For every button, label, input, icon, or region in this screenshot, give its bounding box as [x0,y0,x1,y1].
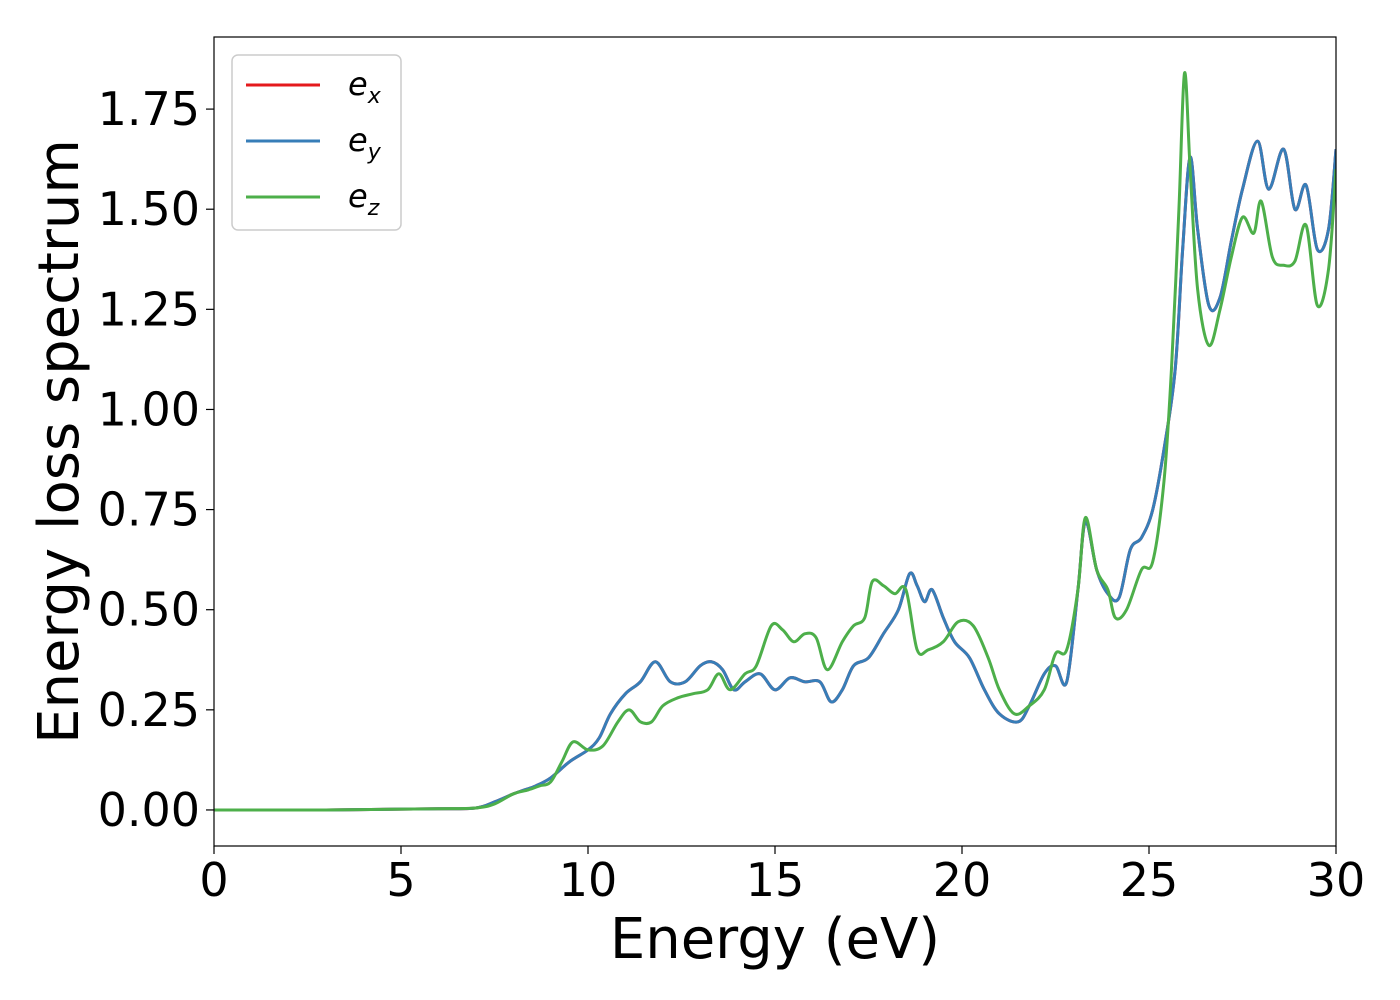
y-tick-label: 1.25 [98,282,200,336]
y-tick-label: 0.25 [98,683,200,737]
series-line-y [214,139,1336,812]
x-tick-label: 5 [386,853,415,907]
series-layer [214,71,1336,812]
y-tick-label: 1.00 [98,382,200,436]
y-tick-label: 0.00 [98,783,200,837]
legend-label-subscript: y [367,140,382,165]
x-tick-label: 0 [199,853,228,907]
x-tick-label: 15 [746,853,805,907]
x-tick-label: 25 [1120,853,1179,907]
legend-label-subscript: x [367,84,382,109]
y-tick-label: 0.75 [98,483,200,537]
y-axis-title: Energy loss spectrum [27,139,92,744]
x-axis-title: Energy (eV) [610,907,940,972]
y-tick-label: 1.75 [98,82,200,136]
x-axis-ticks: 0 5 10 15 20 25 30 [199,846,1365,907]
x-tick-label: 20 [933,853,992,907]
x-tick-label: 30 [1307,853,1366,907]
legend-label-subscript: z [367,196,380,221]
y-axis-ticks: 0.00 0.25 0.50 0.75 1.00 1.25 1.50 1.75 [98,82,214,837]
x-tick-label: 10 [559,853,618,907]
series-line-z [214,71,1336,812]
y-tick-label: 0.50 [98,583,200,637]
y-tick-label: 1.50 [98,182,200,236]
